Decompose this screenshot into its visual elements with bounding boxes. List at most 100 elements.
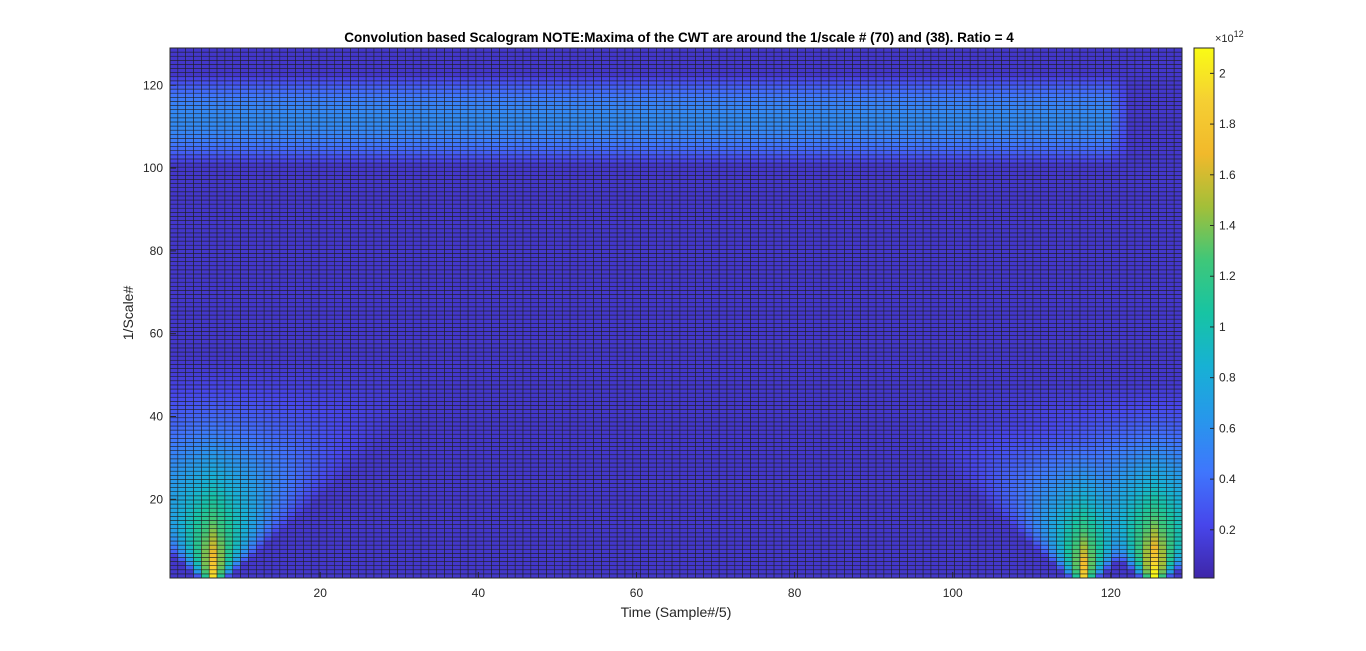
heatmap-cell [883,462,893,468]
heatmap-cell [875,438,885,443]
heatmap-cell [577,536,587,542]
heatmap-cell [1001,573,1010,579]
heatmap-cell [569,557,579,562]
heatmap-cell [1087,524,1096,529]
heatmap-cell [671,520,681,525]
heatmap-cell [271,470,281,476]
heatmap-cell [609,553,618,558]
heatmap-cell [922,544,932,550]
heatmap-cell [962,458,971,464]
heatmap-cell [648,544,657,550]
heatmap-cell [326,458,336,464]
heatmap-cell [491,450,500,456]
heatmap-cell [938,491,947,497]
heatmap-cell [554,561,563,566]
heatmap-cell [938,429,947,435]
heatmap-cell [899,536,908,542]
heatmap-cell [365,528,375,534]
heatmap-cell [687,487,696,492]
heatmap-cell [593,569,602,575]
heatmap-cell [1111,454,1120,460]
heatmap-cell [546,450,555,456]
heatmap-cell [522,524,532,529]
heatmap-cell [742,487,751,492]
heatmap-cell [1118,491,1128,497]
heatmap-cell [412,516,422,521]
heatmap-cell [946,442,955,447]
heatmap-cell [726,565,736,571]
heatmap-cell [734,503,743,509]
heatmap-cell [459,573,469,579]
heatmap-cell [483,446,492,451]
heatmap-cell [1126,475,1136,480]
heatmap-cell [1071,458,1081,464]
heatmap-cell [993,553,1002,558]
heatmap-cell [914,475,924,480]
heatmap-cell [648,561,657,566]
heatmap-cell [1056,544,1065,550]
heatmap-cell [483,429,492,435]
heatmap-cell [358,573,367,579]
heatmap-cell [1040,479,1049,484]
heatmap-cell [954,442,963,447]
heatmap-cell [538,507,547,513]
heatmap-cell [1173,573,1183,579]
heatmap-cell [734,462,743,468]
heatmap-cell [883,442,893,447]
heatmap-cell [820,470,830,476]
heatmap-cell [711,499,720,505]
heatmap-cell [499,421,508,427]
heatmap-cell [954,511,963,517]
heatmap-cell [640,495,649,501]
heatmap-cell [899,458,908,464]
heatmap-cell [718,446,728,451]
heatmap-cell [1071,487,1081,492]
heatmap-cell [428,491,437,497]
heatmap-cell [1111,487,1120,492]
heatmap-cell [1134,495,1144,501]
heatmap-cell [444,569,453,575]
heatmap-cell [389,532,398,538]
heatmap-cell [789,438,798,443]
heatmap-cell [648,475,657,480]
heatmap-cell [1064,511,1073,517]
heatmap-cell [216,491,226,497]
heatmap-cell [844,417,853,423]
heatmap-cell [342,561,351,566]
heatmap-cell [820,466,830,472]
heatmap-cell [1032,557,1042,562]
heatmap-cell [303,429,312,435]
heatmap-cell [679,557,689,562]
heatmap-cell [1024,503,1034,509]
heatmap-cell [232,507,241,513]
heatmap-cell [279,544,288,550]
heatmap-cell [867,499,877,505]
heatmap-cell [514,491,524,497]
heatmap-cell [381,573,390,579]
heatmap-cell [310,425,320,431]
heatmap-cell [907,475,916,480]
heatmap-cell [632,458,641,464]
heatmap-cell [381,495,390,501]
heatmap-cell [1150,557,1159,562]
heatmap-cell [773,491,783,497]
heatmap-cell [609,433,618,439]
heatmap-cell [632,421,641,427]
heatmap-cell [444,553,453,558]
heatmap-cell [279,536,288,542]
heatmap-cell [954,470,963,476]
heatmap-cell [758,524,767,529]
heatmap-cell [1087,561,1096,566]
heatmap-cell [420,569,430,575]
heatmap-cell [561,540,571,546]
heatmap-cell [899,548,908,554]
heatmap-cell [656,446,665,451]
heatmap-cell [444,470,453,476]
heatmap-cell [844,483,853,488]
heatmap-cell [522,532,532,538]
heatmap-cell [969,499,979,505]
heatmap-cell [1142,561,1151,566]
heatmap-cell [593,544,602,550]
heatmap-cell [1032,433,1042,439]
heatmap-cell [938,454,947,460]
